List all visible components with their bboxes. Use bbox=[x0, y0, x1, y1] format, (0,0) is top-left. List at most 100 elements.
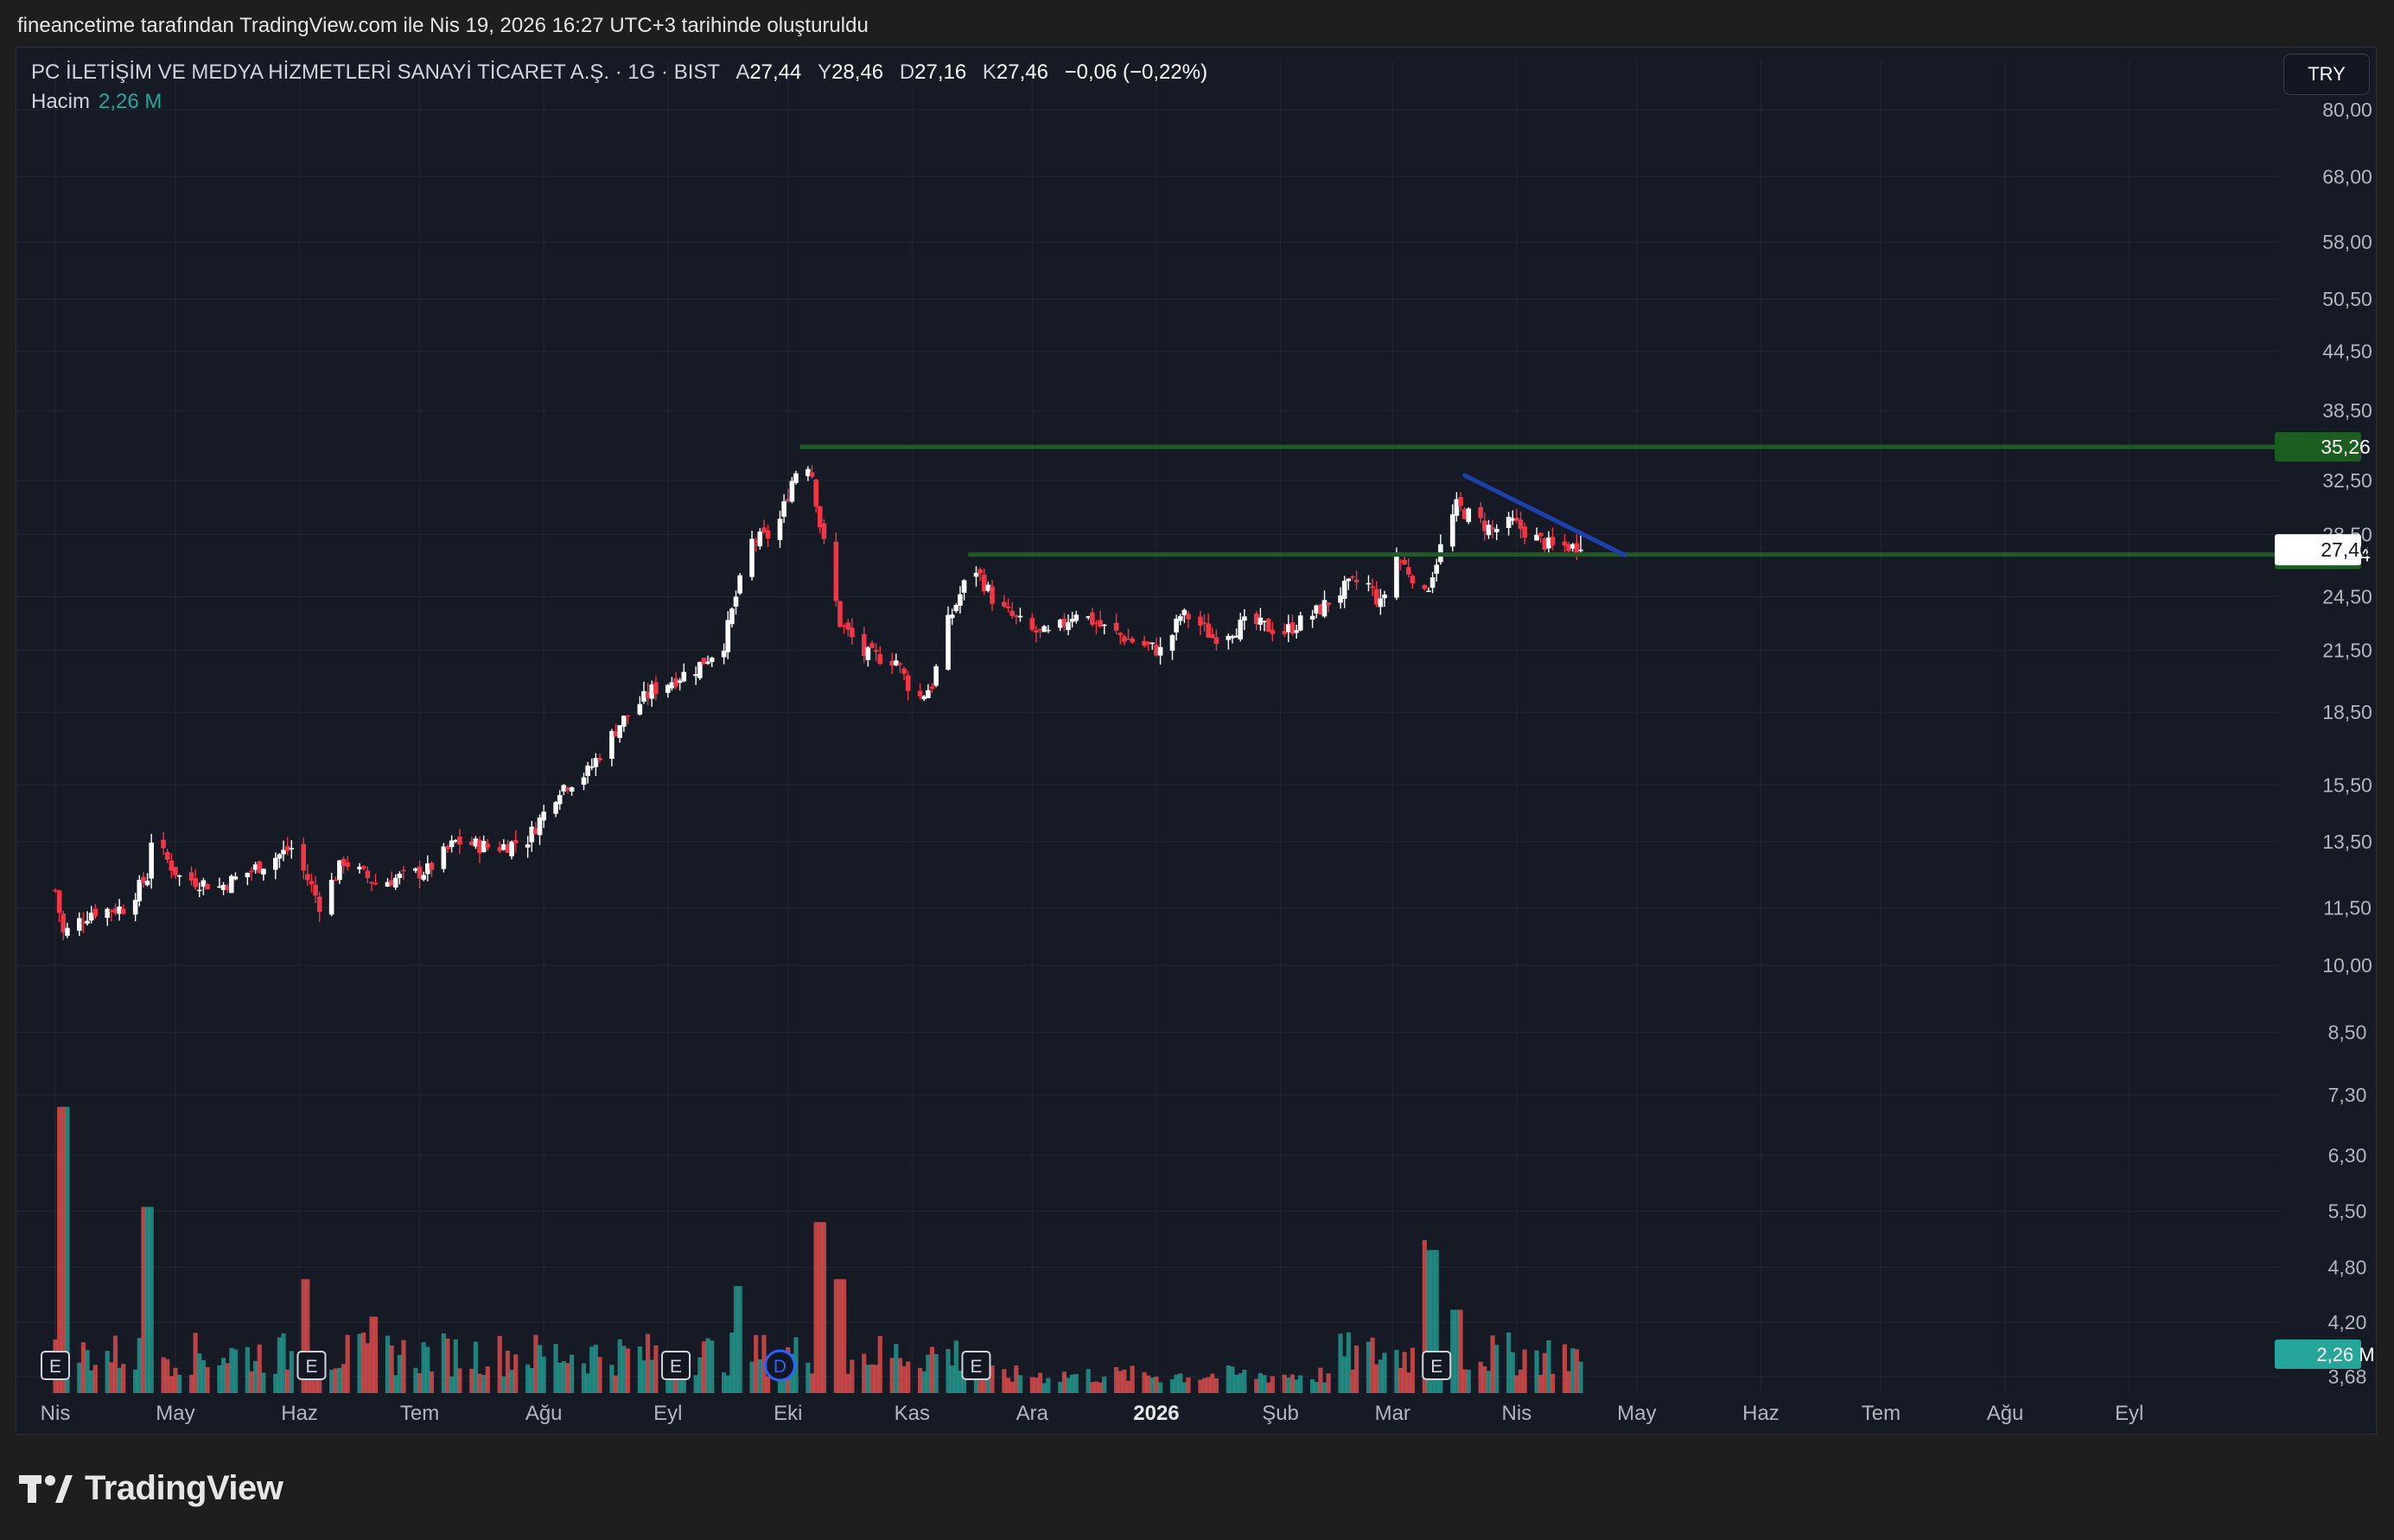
chart-panel bbox=[16, 47, 2377, 1435]
volume-bar bbox=[225, 1363, 230, 1393]
candle-body bbox=[609, 730, 614, 759]
candle-body bbox=[894, 660, 899, 665]
volume-bar bbox=[425, 1346, 430, 1393]
volume-bar bbox=[361, 1332, 366, 1393]
candle-body bbox=[1213, 637, 1219, 644]
volume-bar bbox=[1482, 1365, 1487, 1393]
currency-button[interactable]: TRY bbox=[2283, 54, 2370, 95]
volume-bar bbox=[505, 1350, 511, 1393]
candle-body bbox=[257, 861, 263, 873]
candle-body bbox=[917, 690, 923, 697]
candle-body bbox=[441, 846, 447, 869]
volume-bar bbox=[865, 1365, 871, 1393]
candle-body bbox=[869, 643, 875, 648]
candle-body bbox=[1297, 615, 1303, 631]
volume-bar bbox=[133, 1369, 138, 1393]
volume-bar bbox=[373, 1316, 379, 1393]
candle-body bbox=[673, 678, 678, 687]
volume-bar bbox=[710, 1340, 715, 1393]
volume-bar bbox=[761, 1334, 767, 1393]
event-marker-label: E bbox=[970, 1357, 982, 1377]
candle-body bbox=[513, 840, 519, 843]
candle-body bbox=[761, 527, 767, 532]
volume-bar bbox=[509, 1370, 514, 1393]
volume-bar bbox=[1406, 1372, 1411, 1393]
volume-bar bbox=[149, 1206, 154, 1393]
event-marker-label: E bbox=[49, 1357, 61, 1377]
volume-bar bbox=[569, 1354, 575, 1393]
volume-label[interactable]: Hacim bbox=[31, 90, 91, 113]
candle-body bbox=[301, 843, 307, 871]
candle-body bbox=[1402, 559, 1407, 565]
volume-bar bbox=[625, 1348, 631, 1393]
candle-body bbox=[1562, 541, 1568, 546]
candle-body bbox=[112, 908, 118, 913]
volume-bar bbox=[1350, 1369, 1355, 1393]
candle-body bbox=[509, 841, 514, 856]
close-value: 27,46 bbox=[996, 60, 1048, 84]
candle-body bbox=[1346, 578, 1352, 582]
volume-bar bbox=[65, 1106, 70, 1393]
volume-bar bbox=[1402, 1352, 1407, 1393]
volume-bar bbox=[1238, 1373, 1243, 1393]
candle-body bbox=[737, 575, 742, 594]
y-tick-label: 44,50 bbox=[2322, 340, 2372, 362]
candle-body bbox=[877, 653, 883, 665]
earnings-marker bbox=[1422, 1351, 1452, 1380]
symbol-title[interactable]: PC İLETİŞİM VE MEDYA HİZMETLERİ SANAYİ T… bbox=[31, 60, 720, 84]
volume-bar bbox=[1570, 1348, 1576, 1393]
volume-bar bbox=[92, 1365, 98, 1393]
candle-body bbox=[1454, 499, 1460, 516]
volume-bar bbox=[477, 1373, 482, 1393]
candle-body bbox=[733, 596, 739, 607]
volume-bar bbox=[862, 1353, 867, 1393]
candle-body bbox=[453, 840, 459, 842]
candle-body bbox=[753, 540, 759, 543]
x-tick-label: Haz bbox=[281, 1402, 318, 1425]
volume-bar bbox=[161, 1357, 166, 1393]
volume-bar bbox=[1270, 1376, 1275, 1393]
candle-body bbox=[981, 574, 987, 592]
price-tag-label: 35,26 bbox=[2321, 436, 2371, 458]
candle-body bbox=[120, 908, 126, 914]
candle-body bbox=[1270, 629, 1276, 634]
volume-bar bbox=[177, 1374, 182, 1393]
candle-body bbox=[933, 665, 939, 686]
volume-bar bbox=[553, 1344, 558, 1393]
candle-body bbox=[697, 661, 703, 678]
volume-bar bbox=[1514, 1375, 1519, 1393]
volume-bar bbox=[397, 1354, 402, 1393]
volume-bar bbox=[1058, 1381, 1063, 1393]
volume-bar bbox=[193, 1333, 198, 1393]
volume-bar bbox=[1093, 1381, 1099, 1393]
volume-bar bbox=[1346, 1332, 1351, 1393]
candle-body bbox=[1262, 620, 1267, 623]
volume-bar bbox=[429, 1371, 435, 1393]
volume-bar bbox=[105, 1351, 110, 1393]
candle-body bbox=[137, 879, 143, 901]
volume-bar bbox=[220, 1358, 226, 1393]
volume-bar bbox=[445, 1338, 450, 1393]
volume-bar bbox=[1201, 1378, 1207, 1393]
volume-bar bbox=[277, 1337, 283, 1393]
candle-body bbox=[1009, 610, 1015, 616]
candle-body bbox=[949, 614, 955, 619]
candle-body bbox=[805, 468, 811, 476]
volume-bar bbox=[950, 1365, 955, 1393]
candle-body bbox=[1117, 633, 1124, 635]
candle-body bbox=[132, 900, 138, 915]
candle-body bbox=[1510, 518, 1516, 521]
candle-body bbox=[681, 671, 687, 682]
volume-bar bbox=[1122, 1369, 1127, 1393]
volume-bar bbox=[253, 1360, 258, 1393]
candle-body bbox=[1289, 621, 1296, 634]
candle-body bbox=[413, 868, 418, 871]
tradingview-brand[interactable]: TradingView bbox=[19, 1469, 283, 1508]
candle-body bbox=[1466, 508, 1472, 523]
event-marker-label: E bbox=[305, 1357, 317, 1377]
volume-bar bbox=[305, 1279, 310, 1393]
candle-body bbox=[1057, 620, 1063, 628]
volume-bar bbox=[850, 1359, 855, 1393]
volume-bar bbox=[894, 1344, 899, 1393]
